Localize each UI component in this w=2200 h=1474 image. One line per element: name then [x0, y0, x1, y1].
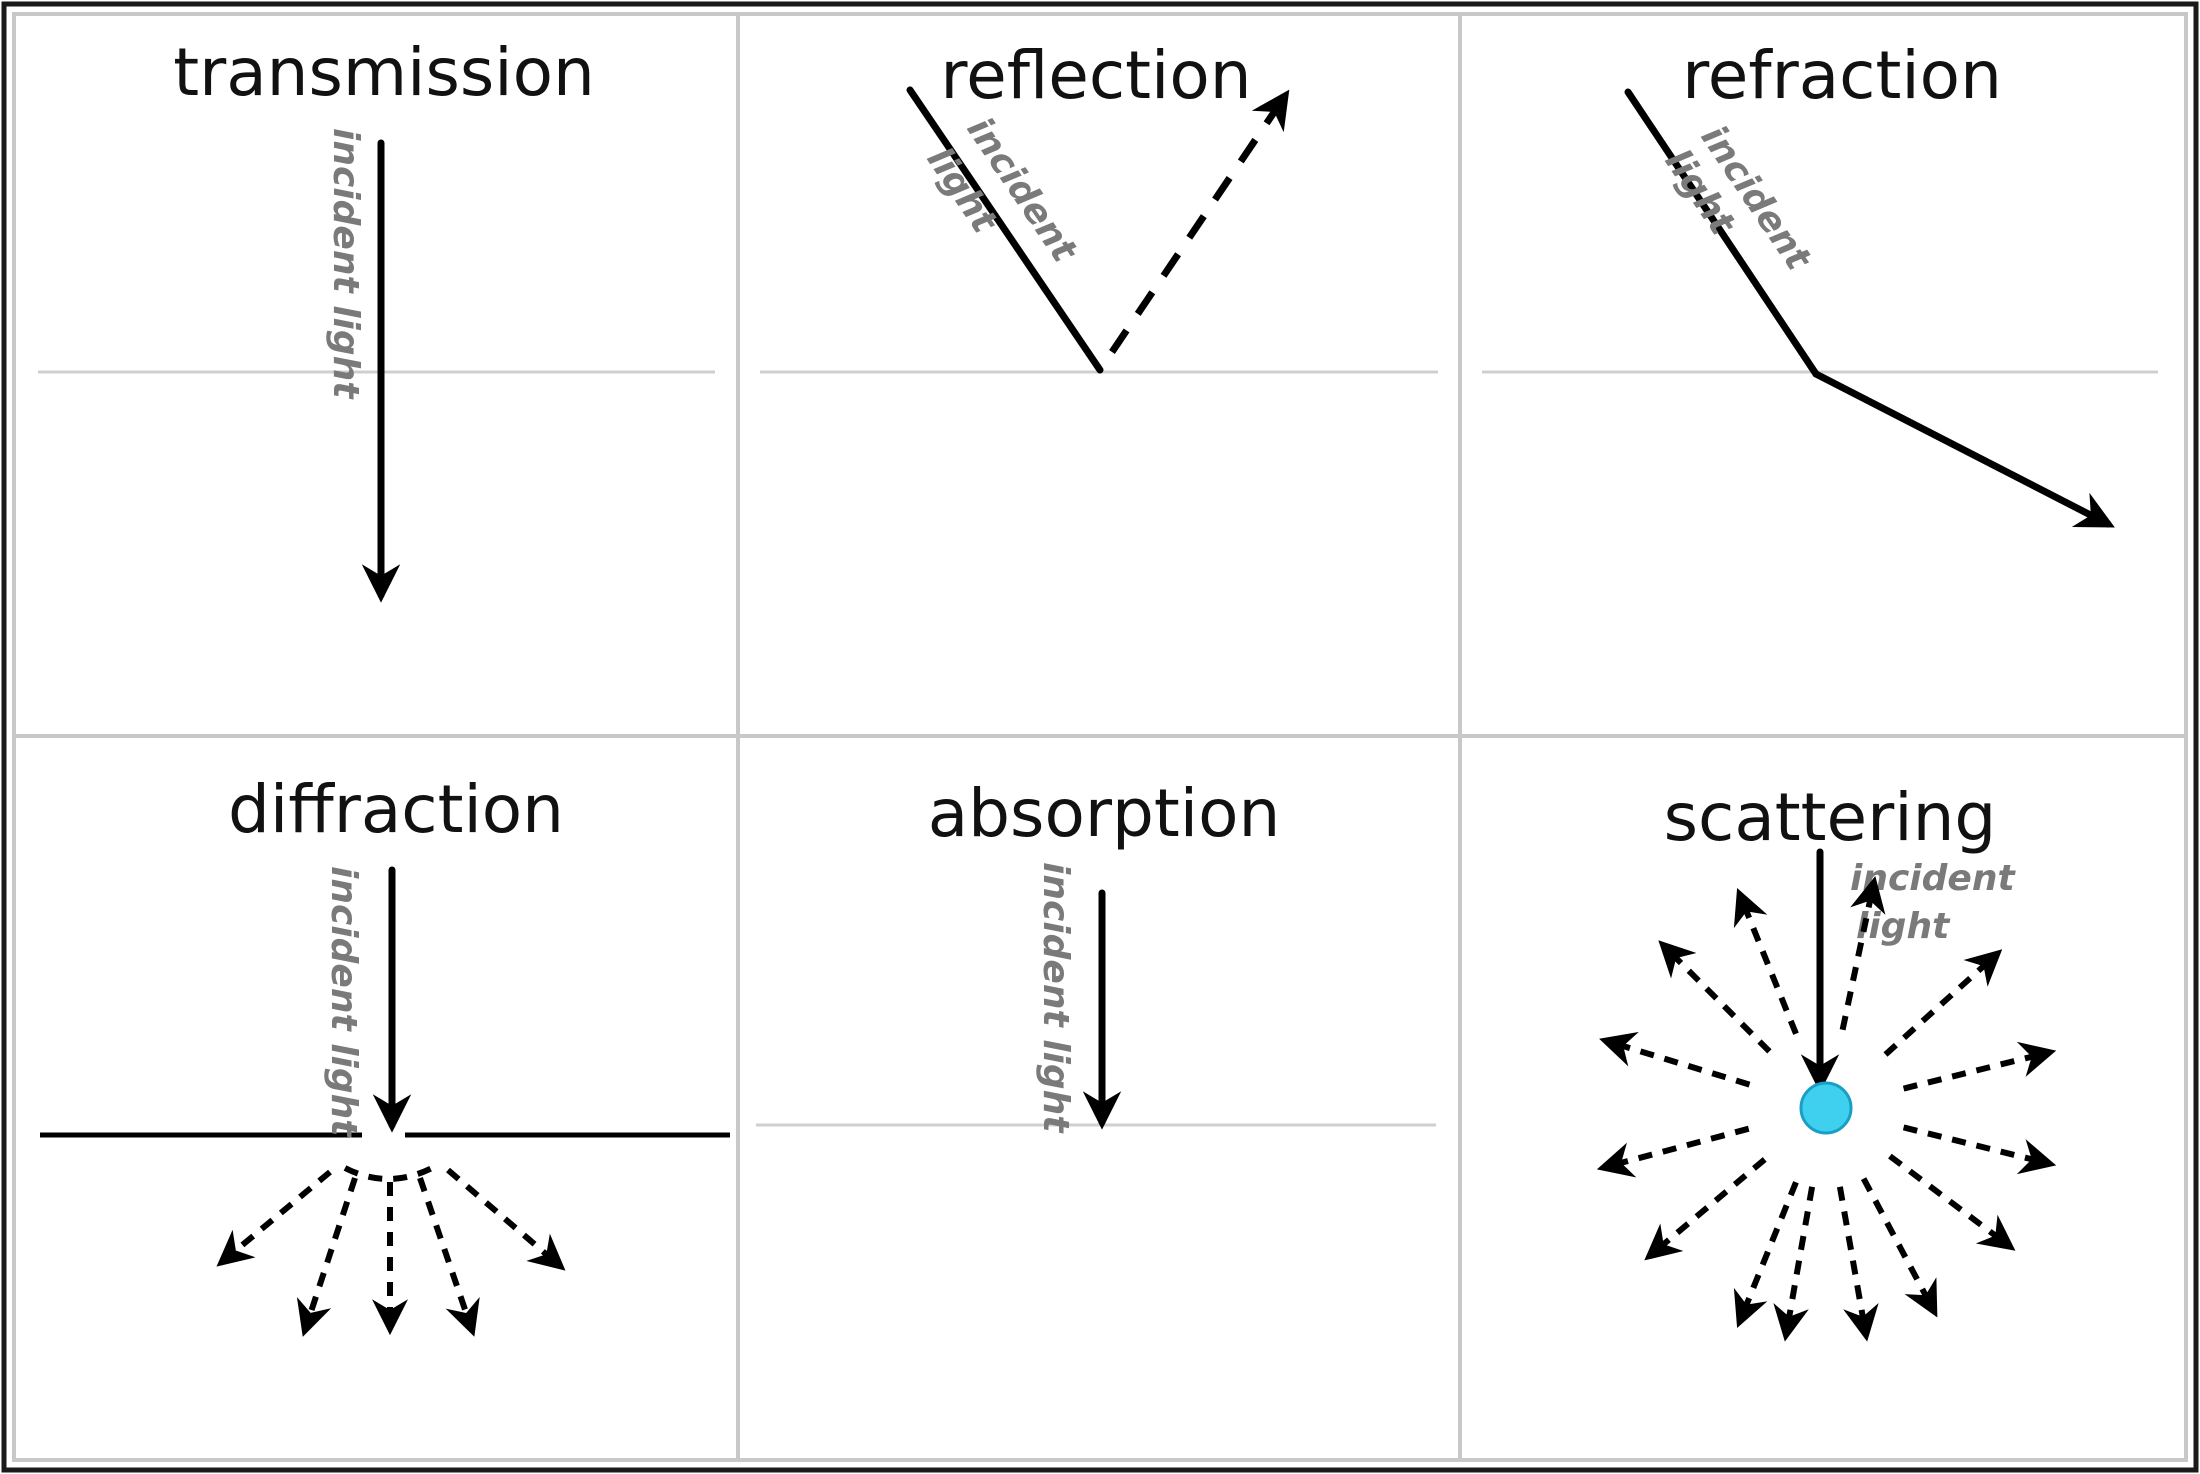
- scattered-ray: [1860, 1177, 1938, 1318]
- panel-absorption: absorption incident light: [756, 775, 1436, 1134]
- scattering-particle: [1799, 1081, 1853, 1135]
- panel-reflection: reflection incident light: [760, 37, 1438, 374]
- scattered-ray: [1644, 1157, 1767, 1261]
- scattered-ray: [1599, 1031, 1751, 1088]
- incident-ray: [1624, 88, 1820, 378]
- scattered-ray: [1773, 1186, 1816, 1342]
- panel-title-diffraction: diffraction: [228, 771, 564, 848]
- panel-diffraction: diffraction incident light: [40, 771, 730, 1337]
- incident-label-line2: light: [1856, 906, 1951, 947]
- panel-title-absorption: absorption: [928, 775, 1281, 852]
- reflected-ray: [1109, 89, 1290, 354]
- panel-scattering: scattering incident light: [1596, 779, 2057, 1342]
- panel-title-scattering: scattering: [1664, 779, 1997, 856]
- diffracted-ray: [446, 1167, 566, 1271]
- diffraction-wavefront: [343, 1165, 434, 1182]
- scattered-ray: [1888, 1153, 2016, 1251]
- scattered-ray: [1883, 949, 2003, 1057]
- incident-light-label: incident light: [323, 866, 364, 1138]
- incident-label-line1: incident: [1850, 858, 2016, 899]
- grid-inner-border: [12, 12, 2188, 1462]
- scattered-rays: [1596, 875, 2057, 1342]
- incident-light-label: incident light: [1035, 862, 1076, 1134]
- incident-light-label: incident light: [325, 128, 366, 400]
- scattered-ray: [1836, 1186, 1879, 1342]
- scattered-ray: [1902, 1124, 2057, 1175]
- panel-refraction: refraction incident light: [1482, 37, 2158, 528]
- panel-title-refraction: refraction: [1682, 37, 2002, 114]
- scattered-ray: [1902, 1041, 2057, 1092]
- scattered-ray: [1733, 888, 1799, 1035]
- scattered-ray: [1839, 875, 1886, 1031]
- diffracted-ray: [296, 1177, 358, 1337]
- scattered-ray: [1596, 1125, 1750, 1178]
- diffracted-ray: [417, 1177, 480, 1337]
- incident-ray: [906, 86, 1104, 374]
- panel-transmission: transmission incident light: [38, 34, 715, 603]
- scattered-ray: [1733, 1181, 1799, 1328]
- scattered-ray: [1658, 940, 1772, 1054]
- refracted-ray: [1812, 370, 2115, 528]
- diffracted-ray: [216, 1169, 332, 1267]
- panel-title-reflection: reflection: [940, 37, 1251, 114]
- panel-title-transmission: transmission: [173, 34, 595, 111]
